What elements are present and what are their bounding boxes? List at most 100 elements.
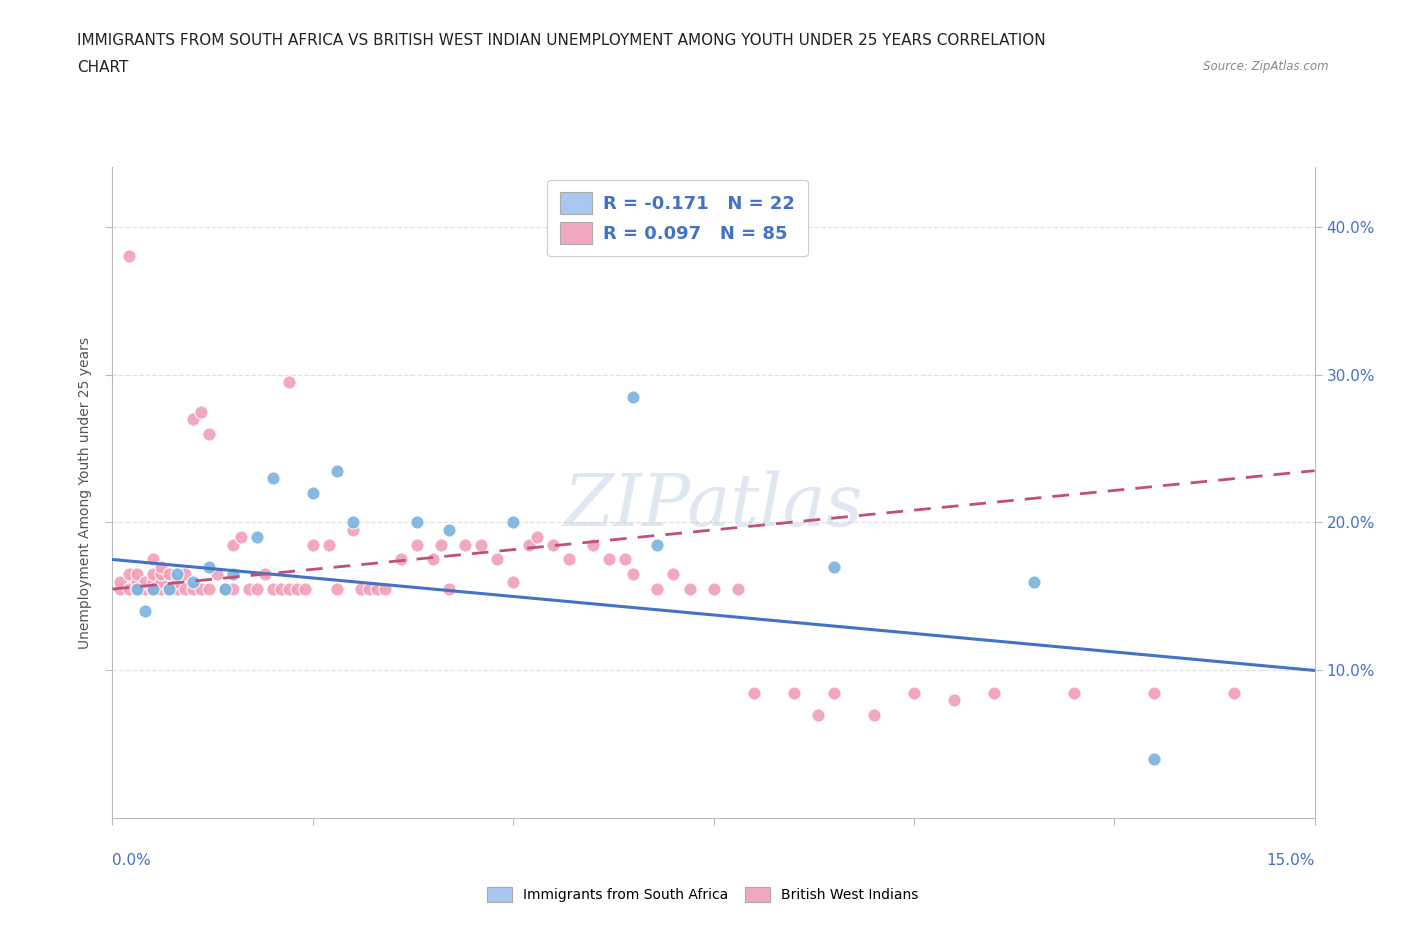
Point — [117, 248, 139, 263]
Point — [903, 685, 925, 700]
Point — [942, 693, 965, 708]
Point — [437, 581, 460, 596]
Point — [823, 560, 845, 575]
Point — [141, 574, 163, 589]
Point — [253, 567, 276, 582]
Point — [742, 685, 765, 700]
Point — [197, 581, 219, 596]
Point — [134, 604, 156, 618]
Point — [621, 390, 644, 405]
Point — [678, 581, 700, 596]
Legend: Immigrants from South Africa, British West Indians: Immigrants from South Africa, British We… — [481, 880, 925, 910]
Point — [389, 552, 412, 567]
Point — [134, 581, 156, 596]
Point — [197, 560, 219, 575]
Point — [214, 581, 236, 596]
Point — [125, 567, 148, 582]
Point — [430, 538, 453, 552]
Point — [526, 530, 548, 545]
Point — [181, 574, 204, 589]
Point — [662, 567, 685, 582]
Point — [357, 581, 380, 596]
Text: Source: ZipAtlas.com: Source: ZipAtlas.com — [1204, 60, 1329, 73]
Text: 15.0%: 15.0% — [1267, 853, 1315, 868]
Point — [166, 567, 188, 582]
Point — [166, 581, 188, 596]
Point — [470, 538, 492, 552]
Text: CHART: CHART — [77, 60, 129, 75]
Point — [277, 581, 299, 596]
Point — [342, 523, 364, 538]
Point — [110, 574, 132, 589]
Point — [582, 538, 605, 552]
Point — [558, 552, 581, 567]
Point — [1223, 685, 1246, 700]
Point — [302, 485, 325, 500]
Point — [294, 581, 316, 596]
Point — [149, 560, 172, 575]
Point — [117, 567, 139, 582]
Point — [342, 515, 364, 530]
Point — [134, 574, 156, 589]
Point — [262, 581, 284, 596]
Point — [350, 581, 373, 596]
Point — [125, 574, 148, 589]
Point — [149, 567, 172, 582]
Point — [502, 574, 524, 589]
Point — [422, 552, 444, 567]
Text: 0.0%: 0.0% — [112, 853, 152, 868]
Point — [222, 538, 245, 552]
Point — [454, 538, 477, 552]
Point — [262, 471, 284, 485]
Point — [157, 567, 180, 582]
Point — [173, 581, 195, 596]
Point — [302, 538, 325, 552]
Point — [406, 538, 429, 552]
Point — [647, 538, 669, 552]
Point — [214, 581, 236, 596]
Legend: R = -0.171   N = 22, R = 0.097   N = 85: R = -0.171 N = 22, R = 0.097 N = 85 — [547, 179, 807, 257]
Point — [486, 552, 509, 567]
Point — [517, 538, 540, 552]
Point — [502, 515, 524, 530]
Point — [782, 685, 804, 700]
Point — [157, 581, 180, 596]
Point — [222, 581, 245, 596]
Point — [285, 581, 308, 596]
Point — [318, 538, 340, 552]
Point — [141, 581, 163, 596]
Point — [702, 581, 725, 596]
Point — [614, 552, 637, 567]
Point — [246, 581, 269, 596]
Point — [983, 685, 1005, 700]
Point — [366, 581, 388, 596]
Point — [543, 538, 565, 552]
Point — [173, 567, 195, 582]
Point — [141, 581, 163, 596]
Point — [110, 581, 132, 596]
Point — [181, 411, 204, 426]
Point — [197, 426, 219, 441]
Point — [1063, 685, 1085, 700]
Point — [166, 574, 188, 589]
Point — [1024, 574, 1046, 589]
Text: ZIPatlas: ZIPatlas — [564, 471, 863, 541]
Point — [270, 581, 292, 596]
Point — [238, 581, 260, 596]
Point — [141, 552, 163, 567]
Point — [149, 574, 172, 589]
Point — [437, 523, 460, 538]
Point — [621, 567, 644, 582]
Point — [205, 567, 228, 582]
Point — [190, 581, 212, 596]
Point — [727, 581, 749, 596]
Point — [149, 581, 172, 596]
Point — [125, 581, 148, 596]
Point — [647, 581, 669, 596]
Point — [1143, 751, 1166, 766]
Point — [141, 567, 163, 582]
Point — [229, 530, 252, 545]
Point — [181, 581, 204, 596]
Point — [157, 581, 180, 596]
Point — [374, 581, 396, 596]
